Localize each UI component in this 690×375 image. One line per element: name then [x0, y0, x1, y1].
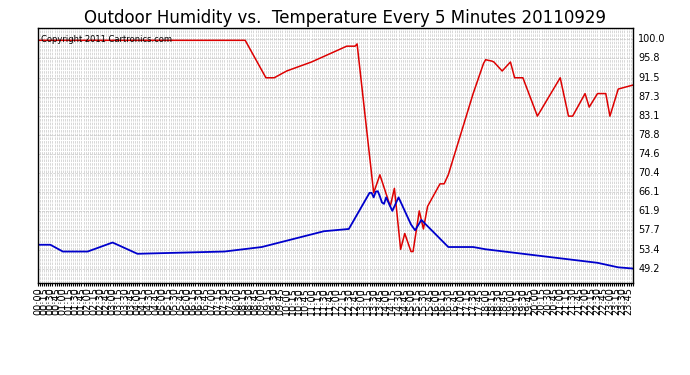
Text: 49.2: 49.2 — [638, 264, 660, 274]
Text: 61.9: 61.9 — [638, 206, 660, 216]
Text: 57.7: 57.7 — [638, 225, 660, 236]
Text: Outdoor Humidity vs.  Temperature Every 5 Minutes 20110929: Outdoor Humidity vs. Temperature Every 5… — [84, 9, 606, 27]
Text: 70.4: 70.4 — [638, 168, 660, 178]
Text: 83.1: 83.1 — [638, 111, 660, 121]
Text: 78.8: 78.8 — [638, 130, 660, 140]
Text: 95.8: 95.8 — [638, 53, 660, 63]
Text: 100.0: 100.0 — [638, 34, 666, 44]
Text: 66.1: 66.1 — [638, 188, 660, 197]
Text: 87.3: 87.3 — [638, 92, 660, 102]
Text: 53.4: 53.4 — [638, 245, 660, 255]
Text: Copyright 2011 Cartronics.com: Copyright 2011 Cartronics.com — [41, 34, 172, 44]
Text: 91.5: 91.5 — [638, 73, 660, 83]
Text: 74.6: 74.6 — [638, 149, 660, 159]
